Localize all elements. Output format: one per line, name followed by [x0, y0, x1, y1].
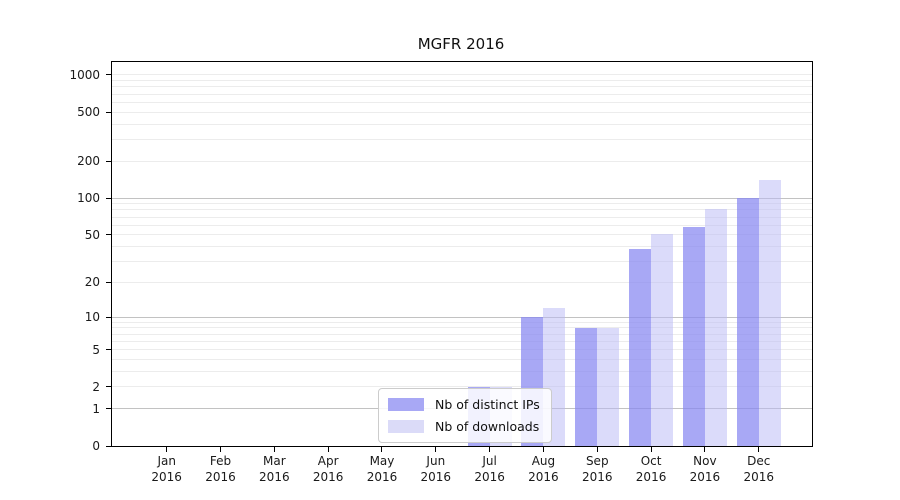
y-axis-tick: [106, 445, 111, 447]
x-axis-tick: [381, 447, 383, 452]
y-axis-tick-label: 50: [84, 227, 100, 242]
x-axis-tick-label: Sep 2016: [581, 454, 613, 484]
distinct-ips-swatch-icon: [388, 398, 424, 411]
bar-downloads-nov: [704, 208, 727, 446]
gridline-minor: [112, 371, 812, 373]
x-axis-tick: [220, 447, 222, 452]
gridline-minor: [112, 224, 812, 226]
y-axis-tick-label: 1: [92, 401, 100, 416]
legend-label-downloads: Nb of downloads: [435, 419, 540, 434]
y-axis-tick-label: 10: [84, 310, 100, 325]
gridline-minor: [112, 138, 812, 140]
gridline-minor: [112, 74, 812, 76]
x-axis-tick-label: Jun 2016: [420, 454, 452, 484]
x-axis-tick: [166, 447, 168, 452]
bar-distinct-ips-oct: [629, 249, 652, 446]
x-axis-tick-label: Nov 2016: [689, 454, 721, 484]
bar-downloads-dec: [758, 180, 781, 446]
gridline-major: [112, 197, 812, 199]
gridline-minor: [112, 359, 812, 361]
y-axis-tick-label: 100: [77, 191, 100, 206]
gridline-minor: [112, 281, 812, 283]
x-axis-tick-label: Aug 2016: [528, 454, 559, 484]
y-axis-tick-label: 2: [92, 379, 100, 394]
x-axis-tick: [489, 447, 491, 452]
gridline-minor: [112, 386, 812, 388]
gridline-minor: [112, 333, 812, 335]
gridline-minor: [112, 234, 812, 236]
y-axis-tick-label: 0: [92, 439, 100, 453]
bar-downloads-sep: [597, 328, 620, 446]
x-axis-tick: [650, 447, 652, 452]
y-axis-tick: [106, 386, 111, 388]
bar-downloads-oct: [651, 233, 674, 446]
gridline-minor: [112, 349, 812, 351]
y-axis-tick: [106, 408, 111, 410]
y-axis-tick: [106, 160, 111, 162]
x-axis-tick: [704, 447, 706, 452]
legend: Nb of distinct IPs Nb of downloads: [378, 388, 552, 443]
x-axis-tick: [327, 447, 329, 452]
x-axis-tick-label: May 2016: [366, 454, 398, 484]
x-axis-tick-label: Mar 2016: [259, 454, 290, 484]
y-axis-tick-label: 200: [77, 154, 100, 169]
y-axis-tick-label: 1000: [69, 67, 100, 82]
y-axis-tick-label: 5: [92, 342, 100, 357]
gridline-minor: [112, 246, 812, 248]
y-axis-tick: [106, 349, 111, 351]
gridline-minor: [112, 111, 812, 113]
x-axis-tick: [758, 447, 760, 452]
gridline-minor: [112, 216, 812, 218]
y-axis-tick-label: 500: [77, 105, 100, 120]
gridline-minor: [112, 93, 812, 95]
y-axis-tick: [106, 111, 111, 113]
gridline-minor: [112, 340, 812, 342]
x-axis-tick: [435, 447, 437, 452]
x-axis-tick-label: Oct 2016: [635, 454, 667, 484]
x-axis-tick: [273, 447, 275, 452]
downloads-swatch-icon: [388, 420, 424, 433]
gridline-minor: [112, 209, 812, 211]
gridline-minor: [112, 123, 812, 125]
gridline-minor: [112, 80, 812, 82]
gridline-minor: [112, 86, 812, 88]
bar-distinct-ips-nov: [682, 227, 705, 446]
x-axis-tick: [542, 447, 544, 452]
x-axis-tick-label: Feb 2016: [205, 454, 236, 484]
bar-distinct-ips-sep: [575, 328, 598, 446]
gridline-minor: [112, 101, 812, 103]
y-axis-tick: [106, 281, 111, 283]
chart-title: MGFR 2016: [417, 35, 505, 53]
gridline-minor: [112, 160, 812, 162]
x-axis-tick-label: Apr 2016: [312, 454, 344, 484]
legend-item-downloads: Nb of downloads: [388, 419, 540, 434]
bar-distinct-ips-dec: [736, 198, 759, 446]
x-axis-tick-label: Dec 2016: [743, 454, 774, 484]
gridline-minor: [112, 203, 812, 205]
x-axis-tick: [596, 447, 598, 452]
x-axis-tick-label: Jul 2016: [474, 454, 505, 484]
gridline-minor: [112, 321, 812, 323]
y-axis-tick: [106, 234, 111, 236]
plot-area: 0 1 2 5 10 20 50 100 200 500 1000 Jan 2016 Feb 2016 M…: [69, 61, 813, 484]
y-axis-tick: [106, 197, 111, 199]
gridline-minor: [112, 261, 812, 263]
y-axis-tick: [106, 74, 111, 76]
x-axis-tick-label: Jan 2016: [151, 454, 182, 484]
y-axis-tick: [106, 316, 111, 318]
gridline-major: [112, 316, 812, 318]
legend-item-distinct-ips: Nb of distinct IPs: [388, 397, 540, 412]
legend-label-distinct-ips: Nb of distinct IPs: [435, 397, 540, 412]
gridline-minor: [112, 327, 812, 329]
y-axis-tick-label: 20: [84, 275, 100, 290]
